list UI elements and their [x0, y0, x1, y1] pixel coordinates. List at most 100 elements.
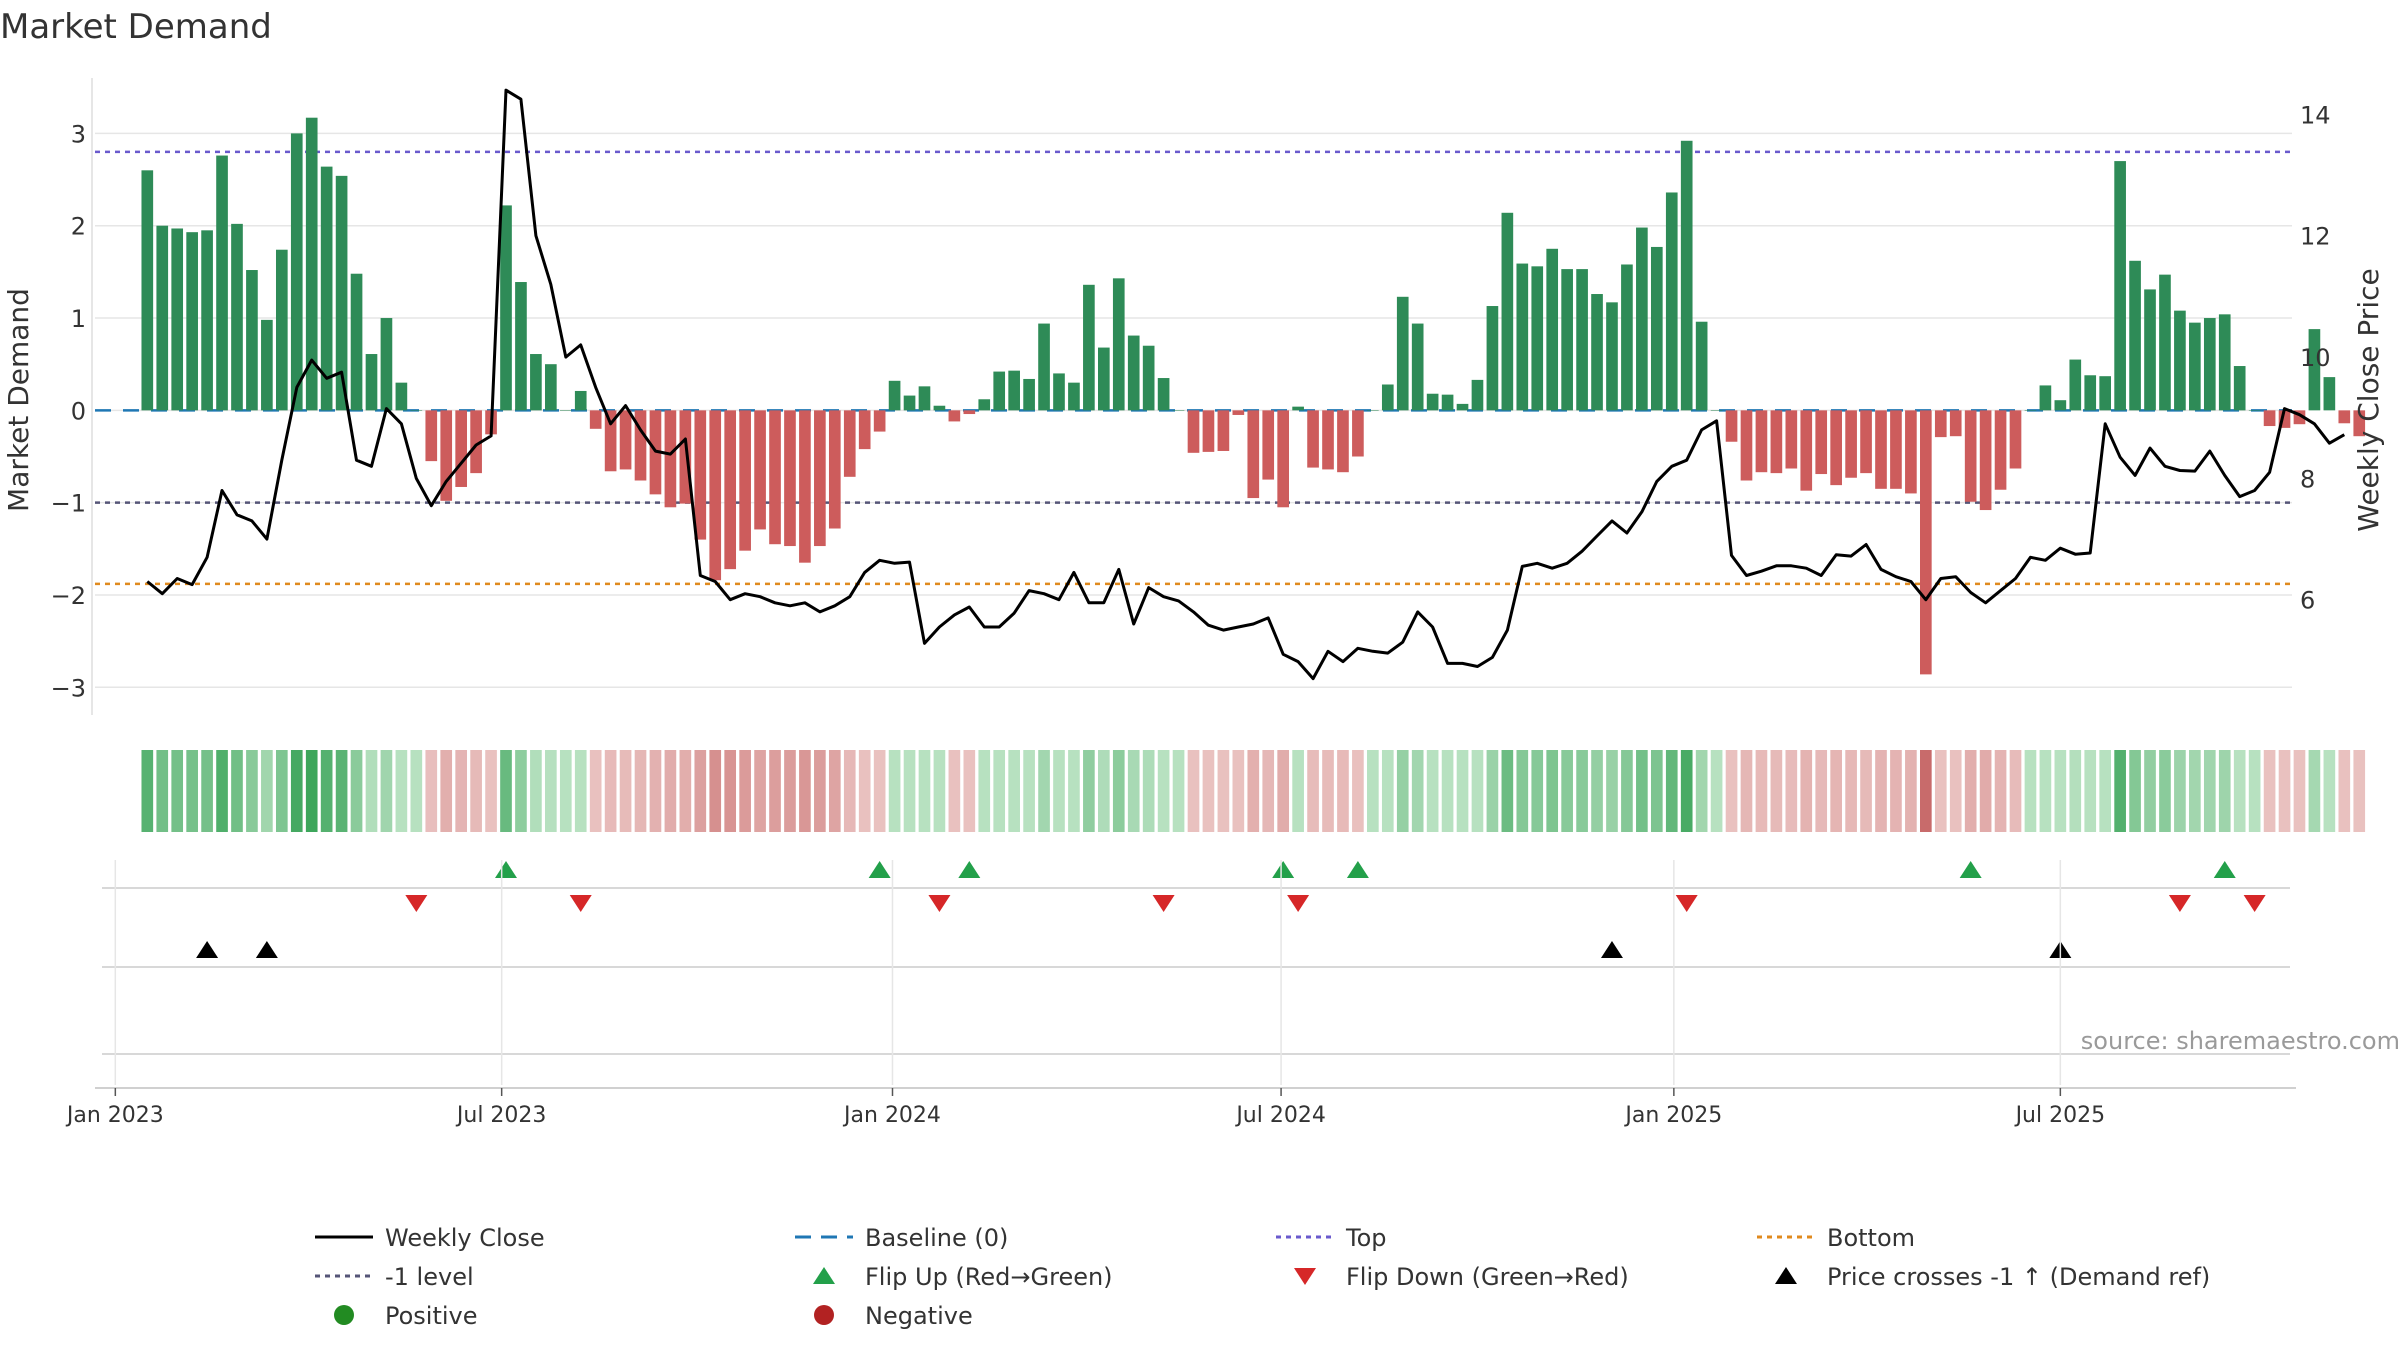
strip-cell-22: [470, 750, 482, 832]
demand-bar-147: [2338, 410, 2351, 424]
strip-cell-98: [1606, 750, 1618, 832]
demand-bar-108: [1755, 410, 1768, 473]
flip-up-marker-6: [2213, 861, 2236, 878]
flip-down-marker-5: [1675, 895, 1698, 912]
strip-cell-118: [1905, 750, 1917, 832]
strip-cell-83: [1381, 750, 1394, 832]
demand-bar-66: [1127, 335, 1140, 411]
strip-cell-0: [141, 750, 154, 832]
demand-bar-36: [679, 410, 692, 504]
demand-bar-44: [799, 410, 811, 563]
demand-bar-71: [1202, 410, 1215, 452]
demand-bar-115: [1860, 410, 1872, 474]
strip-cell-134: [2144, 750, 2156, 832]
demand-bar-14: [350, 273, 363, 411]
demand-bar-144: [2293, 410, 2306, 425]
demand-bar-80: [1337, 410, 1349, 473]
demand-bar-27: [545, 364, 557, 411]
strip-cell-10: [290, 750, 303, 832]
legend-item-2-label: Top: [1345, 1224, 1387, 1252]
demand-bar-68: [1157, 378, 1170, 411]
strip-cell-31: [604, 750, 617, 832]
demand-bar-94: [1546, 248, 1559, 411]
flip-up-marker-5: [1959, 861, 1982, 878]
demand-bar-48: [858, 410, 871, 450]
demand-bar-136: [2174, 310, 2186, 411]
strip-cell-16: [380, 750, 393, 832]
strip-cell-43: [784, 750, 796, 832]
demand-bar-107: [1740, 410, 1753, 481]
strip-cell-26: [530, 750, 542, 832]
demand-bar-72: [1217, 410, 1230, 451]
demand-bar-64: [1097, 347, 1110, 411]
demand-bar-32: [619, 410, 632, 470]
demand-bar-8: [261, 319, 273, 411]
date-axis: Jan 2023 Jul 2023 Jan 2024 Jul 2024 Jan 2025…: [65, 860, 2296, 1128]
demand-bar-15: [365, 354, 378, 411]
demand-bar-62: [1068, 382, 1080, 411]
strip-cell-86: [1426, 750, 1439, 832]
legend-item-5-swatch: [813, 1267, 835, 1284]
flip-up-marker-4: [1346, 861, 1369, 878]
reference-lines: [95, 150, 2292, 586]
demand-bar-90: [1486, 306, 1499, 411]
demand-bar-25: [515, 282, 527, 411]
demand-bar-63: [1083, 284, 1095, 411]
demand-heat-strip: [141, 750, 2366, 832]
strip-cell-23: [485, 750, 497, 832]
strip-cell-21: [455, 750, 467, 832]
demand-bar-18: [410, 410, 423, 411]
strip-cell-33: [634, 750, 647, 832]
strip-cell-116: [1875, 750, 1887, 832]
demand-bar-70: [1187, 410, 1200, 453]
demand-bar-74: [1247, 410, 1260, 499]
strip-cell-114: [1845, 750, 1857, 832]
demand-bar-59: [1023, 378, 1035, 411]
strip-cell-5: [216, 750, 228, 832]
strip-cell-128: [2054, 750, 2067, 832]
demand-bar-16: [380, 318, 393, 411]
demand-bar-52: [918, 386, 931, 411]
demand-bar-85: [1411, 323, 1424, 411]
strip-cell-46: [828, 750, 841, 832]
demand-bar-98: [1606, 302, 1618, 411]
strip-cell-32: [619, 750, 632, 832]
demand-bar-138: [2203, 318, 2216, 411]
price-series: [146, 88, 2346, 681]
demand-bar-84: [1396, 296, 1409, 411]
demand-bar-118: [1905, 410, 1917, 494]
strip-cell-100: [1636, 750, 1648, 832]
demand-bar-81: [1352, 410, 1364, 457]
demand-bar-143: [2278, 410, 2291, 428]
demand-bar-45: [814, 410, 826, 547]
demand-bar-42: [769, 410, 781, 545]
strip-cell-87: [1441, 750, 1454, 832]
strip-cell-30: [589, 750, 602, 832]
strip-cell-25: [515, 750, 527, 832]
strip-cell-112: [1815, 750, 1828, 832]
strip-cell-121: [1949, 750, 1962, 832]
legend-item-8-swatch: [334, 1305, 354, 1325]
demand-bar-111: [1800, 410, 1813, 491]
flip-up-marker-0: [495, 861, 518, 878]
flip-down-marker-3: [1152, 895, 1175, 912]
strip-cell-93: [1531, 750, 1544, 832]
demand-bar-103: [1680, 140, 1693, 411]
strip-cell-108: [1755, 750, 1768, 832]
strip-cell-72: [1217, 750, 1230, 832]
demand-bar-133: [2129, 260, 2141, 411]
strip-cell-52: [918, 750, 931, 832]
strip-cell-122: [1964, 750, 1977, 832]
strip-cell-48: [858, 750, 871, 832]
demand-bar-112: [1815, 410, 1828, 475]
demand-bar-124: [1994, 410, 2007, 490]
strip-cell-95: [1561, 750, 1573, 832]
demand-bar-28: [559, 410, 572, 411]
demand-bar-132: [2114, 161, 2126, 411]
strip-cell-132: [2114, 750, 2126, 832]
demand-bar-33: [634, 410, 647, 481]
demand-bar-78: [1307, 410, 1319, 468]
strip-cell-85: [1411, 750, 1424, 832]
demand-bar-3: [186, 232, 198, 411]
